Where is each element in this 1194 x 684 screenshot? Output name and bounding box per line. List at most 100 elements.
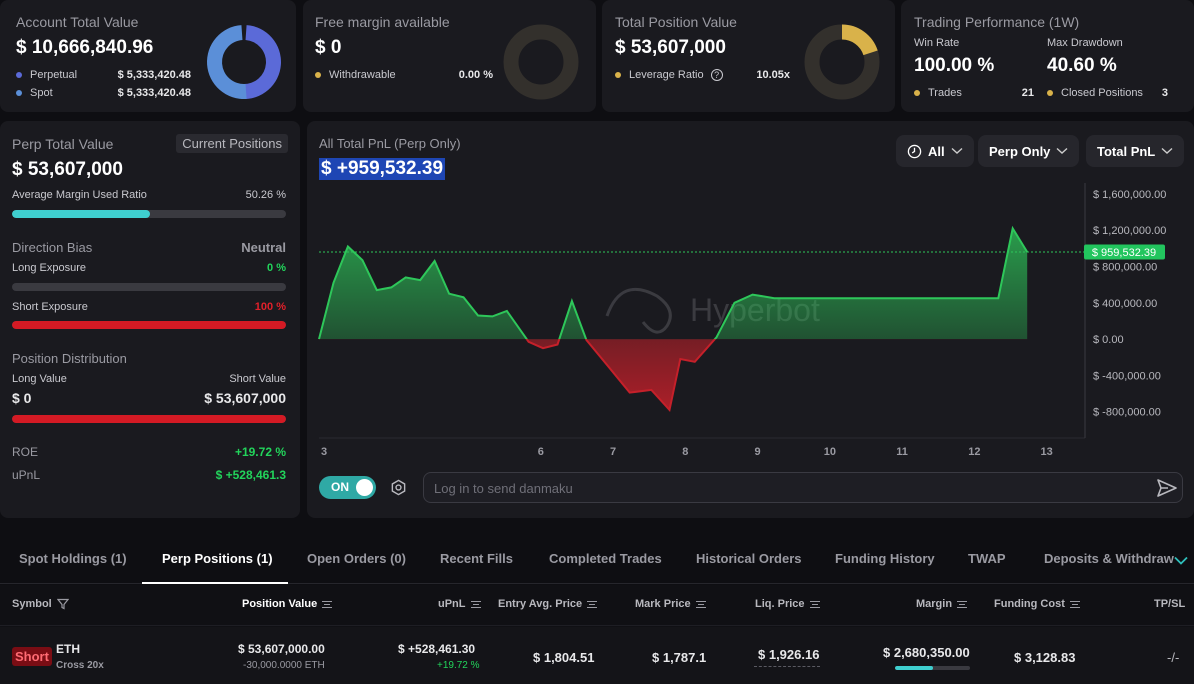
sort-icon[interactable] <box>587 600 598 608</box>
metric-filter-dropdown[interactable]: Total PnL <box>1086 135 1185 167</box>
tab-open-orders-0[interactable]: Open Orders (0) <box>307 551 406 566</box>
pnl-chart-panel: All Total PnL (Perp Only) $ +959,532.39 … <box>307 121 1194 518</box>
sort-icon[interactable] <box>470 600 481 608</box>
pnl-positive-area <box>319 228 1028 340</box>
header-mark-label: Mark Price <box>635 598 691 610</box>
free-margin-label: Free margin available <box>315 14 450 30</box>
header-margin[interactable]: Margin <box>916 598 968 610</box>
trades-label: Trades <box>928 87 962 99</box>
withdrawable-legend: Withdrawable 0.00 % <box>315 69 493 81</box>
header-liq[interactable]: Liq. Price <box>755 598 820 610</box>
long-value: $ 0 <box>12 390 32 406</box>
leverage-value: 10.05x <box>756 69 790 81</box>
avg-margin-value: 50.26 % <box>245 189 286 201</box>
long-exposure-label: Long Exposure <box>12 262 86 274</box>
row-liq: $ 1,926.16 <box>758 647 820 662</box>
sort-icon[interactable] <box>695 600 706 608</box>
long-exposure-value: 0 % <box>267 262 286 274</box>
x-tick-label: 9 <box>755 446 761 458</box>
header-symbol-label: Symbol <box>12 598 52 610</box>
perpetual-value: $ 5,333,420.48 <box>117 69 191 81</box>
header-tpsl: TP/SL <box>1154 598 1185 610</box>
tab-spot-holdings-1[interactable]: Spot Holdings (1) <box>19 551 127 566</box>
pnl-chart[interactable]: Hyperbot $ 1,600,000.00$ 1,200,000.00$ 8… <box>307 121 1194 466</box>
tab-historical-orders[interactable]: Historical Orders <box>696 551 802 566</box>
danmaku-settings-icon[interactable] <box>390 479 407 496</box>
x-tick-label: 10 <box>824 446 836 458</box>
x-tick-label: 11 <box>896 446 908 458</box>
chart-current-value[interactable]: $ +959,532.39 <box>319 158 446 180</box>
tab-funding-history[interactable]: Funding History <box>835 551 935 566</box>
y-tick-label: $ -800,000.00 <box>1093 407 1161 419</box>
header-upnl[interactable]: uPnL <box>438 598 481 610</box>
x-tick-label: 6 <box>538 446 544 458</box>
withdrawable-donut <box>503 24 579 100</box>
win-rate-value: 100.00 % <box>914 55 995 76</box>
direction-bias-value: Neutral <box>241 240 286 255</box>
tab-recent-fills[interactable]: Recent Fills <box>440 551 513 566</box>
account-total-label: Account Total Value <box>16 14 139 30</box>
sort-icon[interactable] <box>1069 600 1080 608</box>
metric-filter-label: Total PnL <box>1097 143 1156 159</box>
direction-bias-label: Direction Bias <box>12 240 93 255</box>
leverage-label: Leverage Ratio <box>629 69 704 81</box>
help-icon[interactable]: ? <box>710 69 723 81</box>
spot-legend: Spot $ 5,333,420.48 <box>16 87 191 99</box>
sort-icon[interactable] <box>322 600 333 608</box>
long-value-label: Long Value <box>12 373 67 385</box>
filter-funnel-icon[interactable] <box>56 598 69 610</box>
time-filter-dropdown[interactable]: All <box>896 135 974 167</box>
chevron-down-icon[interactable] <box>1174 556 1188 565</box>
tab-twap[interactable]: TWAP <box>968 551 1006 566</box>
row-mode: Cross 20x <box>56 660 104 671</box>
account-total-value: $ 10,666,840.96 <box>16 37 154 58</box>
sort-icon[interactable] <box>809 600 820 608</box>
header-mark[interactable]: Mark Price <box>635 598 706 610</box>
y-tick-label: $ 1,200,000.00 <box>1093 225 1166 237</box>
withdrawable-label: Withdrawable <box>329 69 396 81</box>
tab-completed-trades[interactable]: Completed Trades <box>549 551 662 566</box>
row-tpsl[interactable]: -/- <box>1167 650 1180 665</box>
table-row[interactable] <box>0 627 1194 684</box>
short-exposure-row: Short Exposure 100 % <box>12 301 286 313</box>
header-position-value[interactable]: Position Value <box>242 598 333 610</box>
closed-positions-legend: Closed Positions 3 <box>1047 87 1168 99</box>
pnl-line-negative <box>318 339 717 413</box>
liq-underline <box>754 666 820 667</box>
row-symbol[interactable]: ETH <box>56 642 80 656</box>
danmaku-toggle-label: ON <box>331 480 349 494</box>
danmaku-toggle[interactable]: ON <box>319 476 376 499</box>
position-distribution-bar <box>12 415 286 423</box>
roe-label: ROE <box>12 445 39 459</box>
trading-performance-card: Trading Performance (1W) Win Rate 100.00… <box>901 0 1194 112</box>
account-donut <box>207 25 281 99</box>
danmaku-input[interactable]: Log in to send danmaku <box>423 472 1183 503</box>
spot-label: Spot <box>30 87 53 99</box>
header-funding[interactable]: Funding Cost <box>994 598 1080 610</box>
long-exposure-bar <box>12 283 286 291</box>
chevron-down-icon <box>951 147 963 154</box>
header-tpsl-label: TP/SL <box>1154 598 1186 610</box>
leverage-legend: Leverage Ratio ? 10.05x <box>615 69 790 81</box>
row-margin: $ 2,680,350.00 <box>883 645 970 660</box>
upnl-label: uPnL <box>12 468 41 482</box>
short-exposure-bar <box>12 321 286 329</box>
header-symbol[interactable]: Symbol <box>12 598 69 610</box>
clock-icon <box>907 144 922 158</box>
current-positions-button[interactable]: Current Positions <box>176 134 288 153</box>
avg-margin-row: Average Margin Used Ratio 50.26 % <box>12 189 286 201</box>
sort-icon[interactable] <box>957 600 968 608</box>
danmaku-placeholder: Log in to send danmaku <box>434 481 573 496</box>
avg-margin-label: Average Margin Used Ratio <box>12 189 147 201</box>
header-entry[interactable]: Entry Avg. Price <box>498 598 598 610</box>
max-drawdown-label: Max Drawdown <box>1047 37 1123 49</box>
scope-filter-dropdown[interactable]: Perp Only <box>978 135 1080 167</box>
send-icon[interactable] <box>1156 478 1178 498</box>
tab-deposits-withdraw[interactable]: Deposits & Withdraw <box>1044 551 1174 566</box>
roe-row: ROE +19.72 % <box>12 445 286 459</box>
upnl-row: uPnL $ +528,461.3 <box>12 468 286 482</box>
tab-perp-positions-1[interactable]: Perp Positions (1) <box>162 551 273 566</box>
header-margin-label: Margin <box>916 598 953 610</box>
total-position-card: Total Position Value $ 53,607,000 Levera… <box>602 0 895 112</box>
row-upnl: $ +528,461.30 <box>398 642 476 656</box>
